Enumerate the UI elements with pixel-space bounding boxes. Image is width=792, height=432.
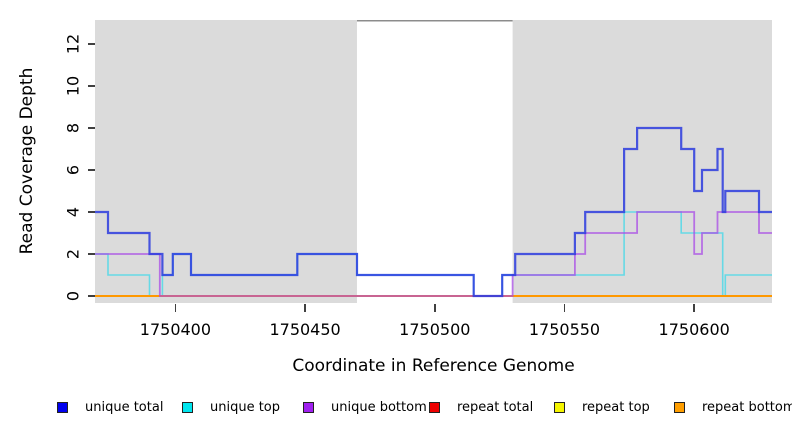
legend-item-repeat-total: repeat total (429, 398, 533, 416)
x-tick-mark (434, 304, 436, 312)
legend-swatch-icon (674, 401, 685, 413)
x-axis-title: Coordinate in Reference Genome (292, 356, 575, 376)
y-tick-label: 10 (63, 75, 83, 97)
plot-canvas (95, 20, 772, 303)
y-tick-label: 4 (63, 206, 83, 218)
x-tick-mark (563, 304, 566, 312)
y-tick-mark (88, 253, 95, 255)
series-line-unique-bottom (95, 211, 772, 297)
legend-label: unique bottom (331, 399, 427, 415)
y-tick-mark (88, 169, 95, 171)
legend-item-unique-top: unique top (182, 398, 280, 416)
legend-swatch-icon (57, 401, 68, 413)
y-tick-mark (88, 211, 95, 213)
x-tick-label: 1750500 (399, 320, 471, 339)
shaded-region-1 (512, 20, 772, 303)
legend-item-repeat-bottom: repeat bottom (674, 398, 792, 416)
legend-swatch-icon (303, 401, 314, 413)
legend-item-unique-bottom: unique bottom (303, 398, 427, 416)
y-tick-label: 0 (63, 290, 83, 302)
x-tick-mark (174, 304, 177, 312)
legend-label: repeat top (582, 399, 650, 415)
y-tick-mark (88, 127, 95, 129)
legend-label: repeat bottom (702, 399, 792, 415)
legend-label: repeat total (457, 399, 534, 415)
x-tick-label: 1750550 (528, 320, 601, 339)
legend-label: unique total (85, 399, 164, 415)
legend-swatch-icon (554, 401, 565, 413)
series-line-unique-total (95, 126, 772, 298)
plot-area (95, 20, 772, 303)
legend-swatch-icon (182, 401, 193, 413)
y-tick-mark (88, 43, 95, 45)
y-tick-label: 12 (63, 33, 83, 55)
shaded-region-0 (95, 20, 357, 303)
legend-label: unique top (210, 399, 281, 415)
y-tick-mark (88, 295, 95, 297)
legend: unique total unique top unique bottom repea… (0, 398, 792, 418)
legend-swatch-icon (429, 401, 440, 413)
x-tick-mark (304, 304, 306, 312)
x-tick-label: 1750450 (269, 320, 341, 339)
y-axis-title: Read Coverage Depth (17, 67, 37, 255)
x-tick-mark (693, 304, 695, 312)
y-tick-label: 2 (63, 248, 83, 260)
y-tick-label: 6 (63, 164, 83, 176)
legend-item-repeat-top: repeat top (554, 398, 650, 416)
y-tick-label: 8 (63, 122, 83, 134)
x-tick-label: 1750600 (658, 320, 730, 339)
x-tick-label: 1750400 (139, 320, 212, 339)
y-tick-mark (88, 85, 95, 87)
legend-item-unique-total: unique total (57, 398, 163, 416)
